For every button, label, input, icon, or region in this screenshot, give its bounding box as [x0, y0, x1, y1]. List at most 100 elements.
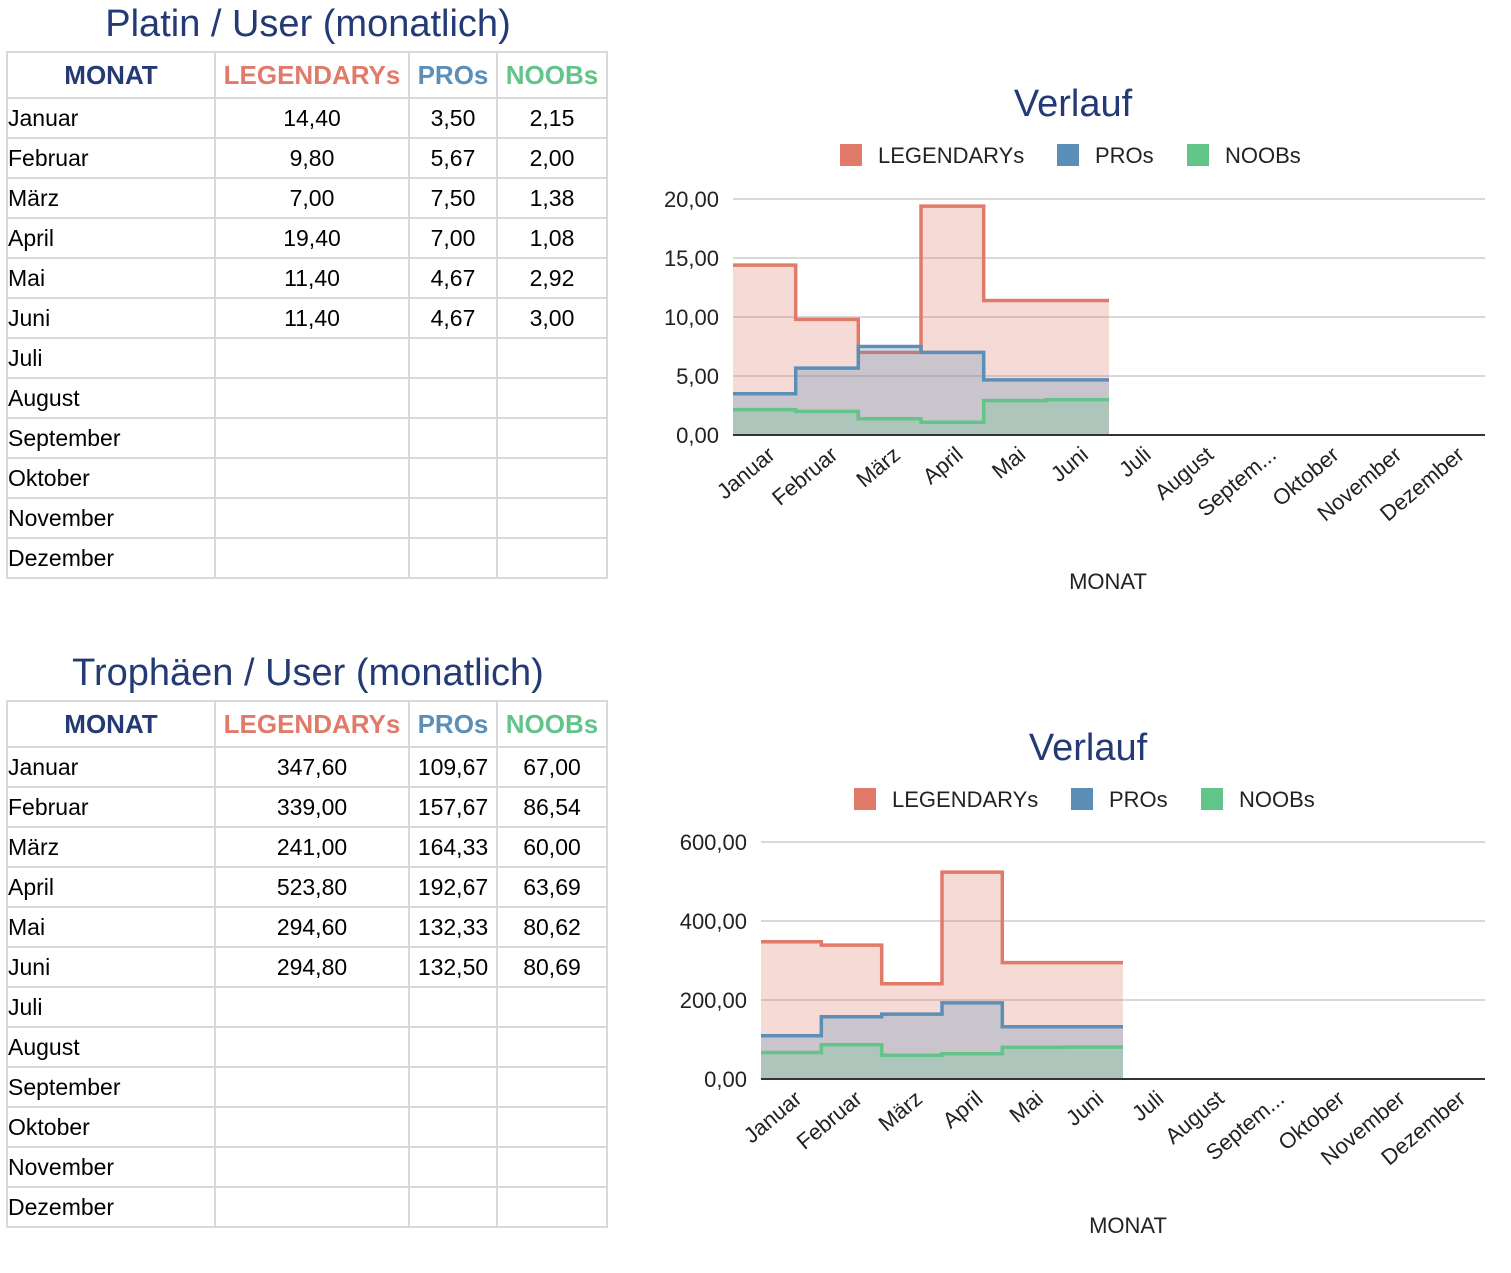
chart-legend: LEGENDARYs PROs NOOBs [854, 787, 1315, 812]
legendarys-cell [214, 337, 410, 379]
trophaeen-chart: Verlauf LEGENDARYs PROs NOOBs 0,00 200,00 400,… [680, 727, 1485, 1238]
pros-cell: 3,50 [408, 97, 498, 139]
noobs-cell: 67,00 [496, 746, 608, 788]
table-row: April 523,80 192,67 63,69 [6, 866, 608, 908]
trophaeen-table-body: Januar 347,60 109,67 67,00 Februar 339,00 157,… [6, 746, 608, 1228]
month-cell: Februar [6, 137, 216, 179]
x-tick-label: Juni [1061, 1086, 1108, 1131]
x-tick-label: Mai [987, 442, 1030, 484]
x-tick-label: Februar [767, 442, 842, 511]
table-row: November [6, 497, 608, 539]
pros-cell: 132,50 [408, 946, 498, 988]
legend-swatch-legendarys [854, 788, 876, 810]
legend-label-noobs: NOOBs [1239, 787, 1315, 812]
pros-cell: 7,50 [408, 177, 498, 219]
header-monat: MONAT [6, 51, 216, 99]
noobs-cell [496, 1186, 608, 1228]
legend-label-legendarys: LEGENDARYs [878, 143, 1024, 168]
x-tick-label: März [851, 442, 905, 493]
y-tick-label: 5,00 [676, 364, 719, 389]
table-row: Juni 11,40 4,67 3,00 [6, 297, 608, 339]
pros-cell [408, 1066, 498, 1108]
legendarys-cell: 7,00 [214, 177, 410, 219]
month-cell: April [6, 217, 216, 259]
line-noobs [761, 1043, 1123, 1058]
table-row: Mai 294,60 132,33 80,62 [6, 906, 608, 948]
pros-cell [408, 417, 498, 459]
pros-cell: 109,67 [408, 746, 498, 788]
y-tick-label: 15,00 [664, 246, 719, 271]
pros-cell: 164,33 [408, 826, 498, 868]
pros-cell: 157,67 [408, 786, 498, 828]
month-cell: März [6, 826, 216, 868]
platin-table-title: Platin / User (monatlich) [105, 3, 511, 45]
table-row: Januar 14,40 3,50 2,15 [6, 97, 608, 139]
pros-cell: 132,33 [408, 906, 498, 948]
month-cell: Januar [6, 746, 216, 788]
x-tick-label: Juli [1127, 1086, 1168, 1126]
y-tick-label: 400,00 [680, 909, 747, 934]
legendarys-cell: 19,40 [214, 217, 410, 259]
pros-cell: 192,67 [408, 866, 498, 908]
table-row: August [6, 377, 608, 419]
month-cell: Juni [6, 946, 216, 988]
table-row: Januar 347,60 109,67 67,00 [6, 746, 608, 788]
month-cell: März [6, 177, 216, 219]
noobs-cell [496, 457, 608, 499]
table-row: April 19,40 7,00 1,08 [6, 217, 608, 259]
platin-table-body: Januar 14,40 3,50 2,15 Februar 9,80 5,67 2,00 Mä… [6, 97, 608, 579]
chart-title: Verlauf [1029, 727, 1148, 769]
noobs-cell [496, 417, 608, 459]
line-pros [761, 1001, 1123, 1038]
header-monat: MONAT [6, 700, 216, 748]
x-tick-label: April [918, 442, 968, 489]
legendarys-cell: 9,80 [214, 137, 410, 179]
month-cell: November [6, 497, 216, 539]
legend-label-legendarys: LEGENDARYs [892, 787, 1038, 812]
pros-cell [408, 1146, 498, 1188]
line-legendarys [761, 870, 1123, 986]
area-noobs [761, 1044, 1123, 1079]
month-cell: November [6, 1146, 216, 1188]
legend-swatch-noobs [1201, 788, 1223, 810]
legendarys-cell [214, 417, 410, 459]
legend-swatch-noobs [1187, 144, 1209, 166]
area-pros [761, 1002, 1123, 1079]
table-row: Juli [6, 337, 608, 379]
header-noobs: NOOBs [496, 51, 608, 99]
legendarys-cell: 294,80 [214, 946, 410, 988]
header-pros: PROs [408, 51, 498, 99]
table-header-row: MONAT LEGENDARYs PROs NOOBs [6, 51, 608, 99]
table-row: Oktober [6, 457, 608, 499]
noobs-cell: 2,15 [496, 97, 608, 139]
table-row: Dezember [6, 537, 608, 579]
table-row: November [6, 1146, 608, 1188]
legendarys-cell [214, 457, 410, 499]
noobs-cell: 3,00 [496, 297, 608, 339]
legend-swatch-legendarys [840, 144, 862, 166]
noobs-cell: 1,08 [496, 217, 608, 259]
legendarys-cell: 294,60 [214, 906, 410, 948]
legend-swatch-pros [1071, 788, 1093, 810]
x-axis-label: MONAT [1069, 569, 1147, 594]
header-legendarys: LEGENDARYs [214, 51, 410, 99]
x-tick-label: Juni [1046, 442, 1093, 487]
pros-cell [408, 1106, 498, 1148]
pros-cell [408, 1186, 498, 1228]
month-cell: September [6, 417, 216, 459]
noobs-cell: 63,69 [496, 866, 608, 908]
y-tick-label: 0,00 [676, 423, 719, 448]
platin-table: MONAT LEGENDARYs PROs NOOBs Januar 14,40 3… [6, 51, 608, 579]
pros-cell [408, 986, 498, 1028]
legendarys-cell: 11,40 [214, 297, 410, 339]
month-cell: Dezember [6, 1186, 216, 1228]
noobs-cell [496, 1106, 608, 1148]
platin-chart: Verlauf LEGENDARYs PROs NOOBs 0,00 5,00 10,00 1… [664, 83, 1485, 594]
noobs-cell [496, 1066, 608, 1108]
table-row: Februar 9,80 5,67 2,00 [6, 137, 608, 179]
chart-legend: LEGENDARYs PROs NOOBs [840, 143, 1301, 168]
legendarys-cell [214, 1186, 410, 1228]
legendarys-cell: 14,40 [214, 97, 410, 139]
month-cell: Oktober [6, 1106, 216, 1148]
month-cell: Juni [6, 297, 216, 339]
